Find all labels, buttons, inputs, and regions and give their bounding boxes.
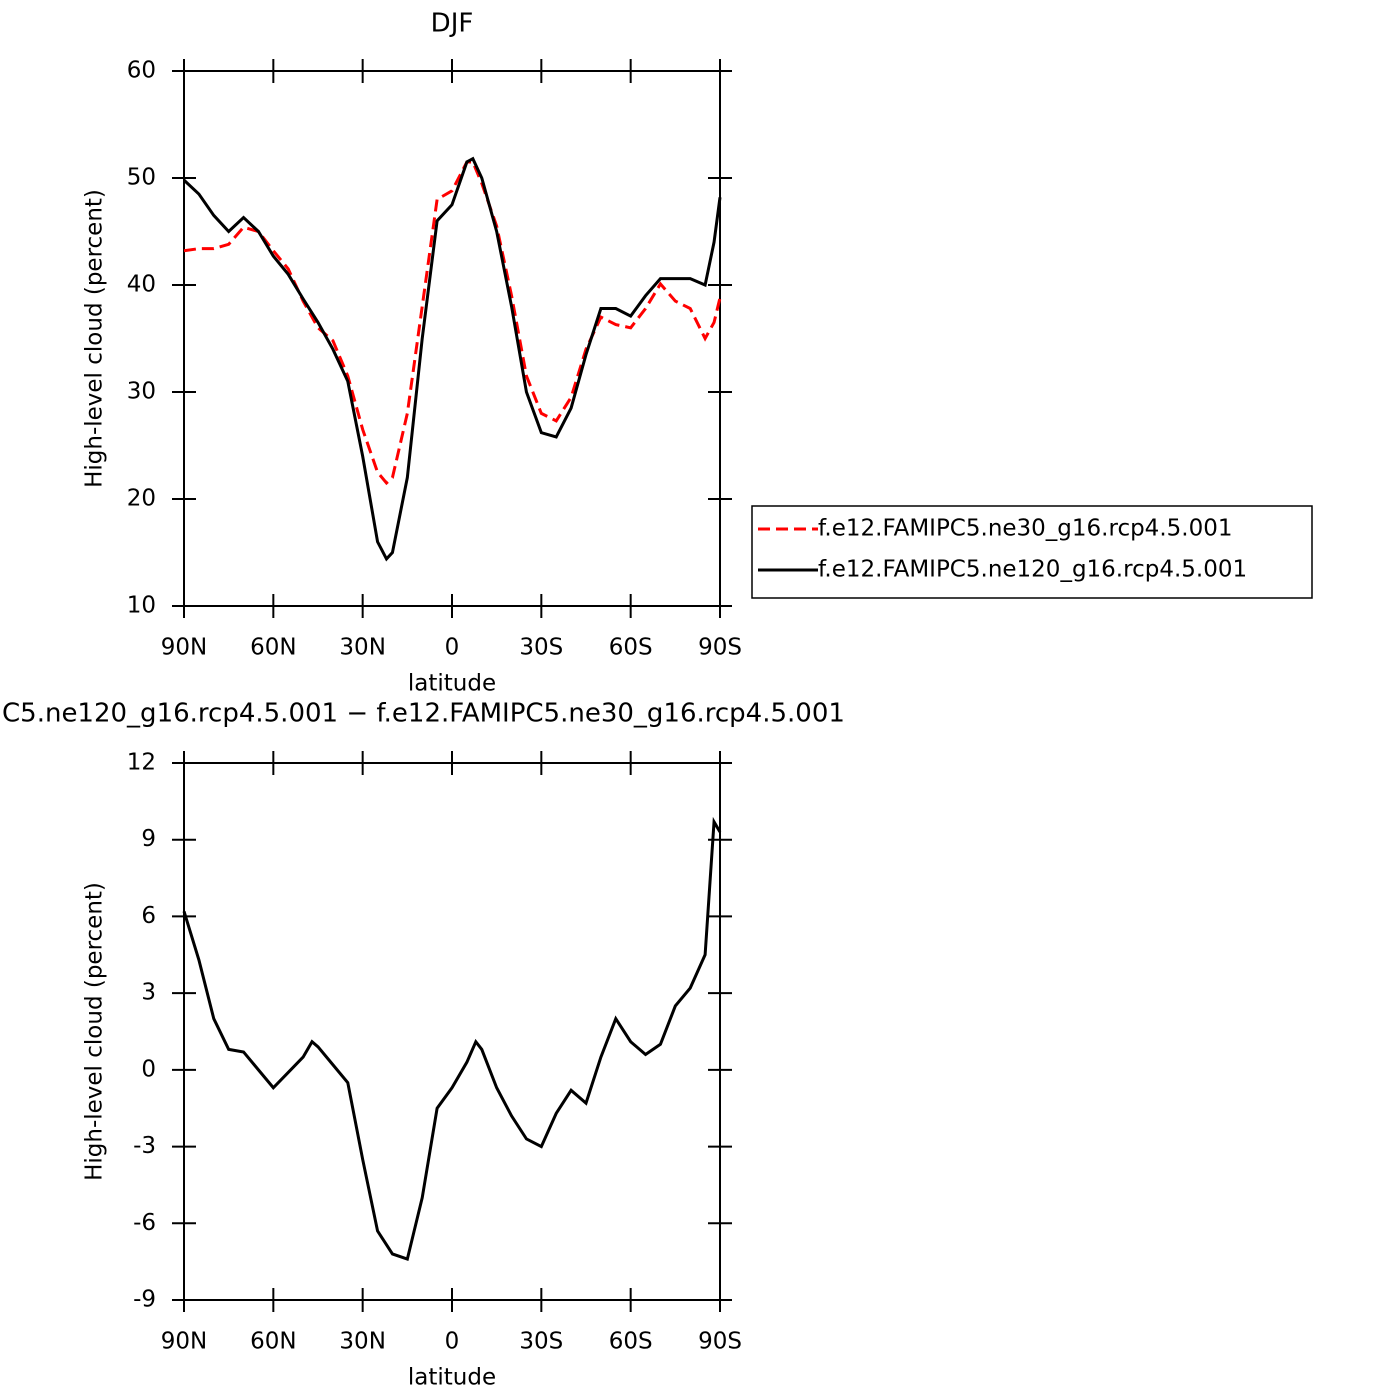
x-tick-label: 0 [445, 1329, 460, 1355]
y-tick-label: 0 [141, 1056, 156, 1082]
y-tick-label: 60 [127, 58, 156, 84]
plot-frame [183, 70, 721, 607]
x-tick-label: 60N [250, 1329, 296, 1355]
data-line [182, 816, 722, 1262]
x-tick-label: 30N [339, 1329, 385, 1355]
x-tick-label: 90N [161, 635, 207, 661]
x-tick-label: 90N [161, 1329, 207, 1355]
y-tick-label: 6 [141, 903, 156, 929]
data-line [182, 156, 722, 562]
legend-label: f.e12.FAMIPC5.ne30_g16.rcp4.5.001 [818, 516, 1232, 542]
y-tick-label: 20 [127, 486, 156, 512]
x-tick-label: 90S [698, 635, 742, 661]
legend-box [751, 505, 1313, 599]
y-tick-label: 40 [127, 272, 156, 298]
y-tick-label: 10 [127, 593, 156, 619]
legend-label: f.e12.FAMIPC5.ne120_g16.rcp4.5.001 [818, 557, 1247, 583]
x-tick-label: 60N [250, 635, 296, 661]
x-tick-label: 30N [339, 635, 385, 661]
y-axis-label: High-level cloud (percent) [82, 189, 108, 488]
y-tick-label: 3 [141, 980, 156, 1006]
x-tick-label: 60S [609, 635, 653, 661]
x-tick-label: 0 [445, 635, 460, 661]
y-tick-label: 50 [127, 165, 156, 191]
x-axis-label: latitude [408, 1365, 496, 1391]
x-tick-label: 90S [698, 1329, 742, 1355]
y-axis-label: High-level cloud (percent) [82, 882, 108, 1181]
x-axis-label: latitude [408, 671, 496, 697]
x-tick-label: 30S [519, 1329, 563, 1355]
x-tick-label: 30S [519, 635, 563, 661]
data-line [183, 160, 722, 486]
chart-title: DJF [431, 9, 474, 39]
y-tick-label: 30 [127, 379, 156, 405]
y-tick-label: -3 [133, 1133, 156, 1159]
plot-frame [183, 762, 721, 1301]
y-tick-label: -9 [133, 1287, 156, 1313]
y-tick-label: 9 [141, 826, 156, 852]
chart-title: C5.ne120_g16.rcp4.5.001 − f.e12.FAMIPC5.… [2, 699, 845, 729]
x-tick-label: 60S [609, 1329, 653, 1355]
y-tick-label: 12 [127, 750, 156, 776]
y-tick-label: -6 [133, 1210, 156, 1236]
